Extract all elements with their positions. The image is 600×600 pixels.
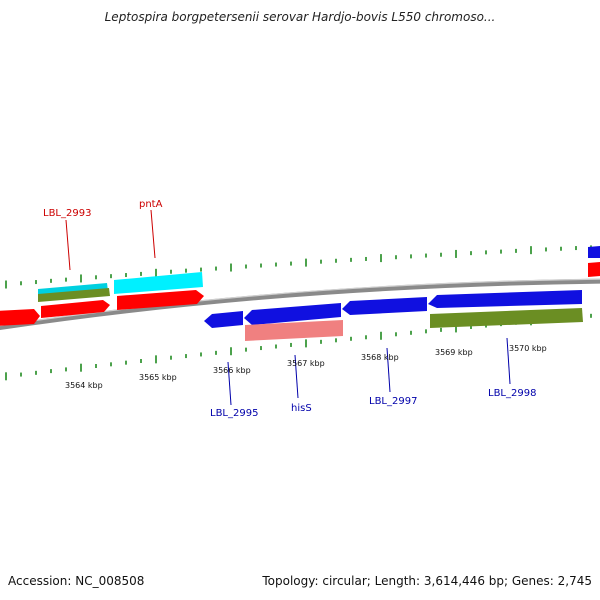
gene-label-hiss[interactable]: hisS bbox=[291, 403, 312, 414]
forward-strand-genes bbox=[0, 262, 600, 326]
feature-block[interactable] bbox=[38, 288, 110, 302]
reverse-strand-genes bbox=[204, 246, 600, 328]
gene-label-lbl-2998[interactable]: LBL_2998 bbox=[488, 388, 536, 399]
gene-label-lbl-2997[interactable]: LBL_2997 bbox=[369, 396, 417, 407]
reverse-strand-features bbox=[245, 308, 583, 341]
gene-arrow[interactable] bbox=[117, 290, 204, 310]
map-title: Leptospira borgpetersenii serovar Hardjo… bbox=[104, 10, 496, 24]
scale-label: 3569 kbp bbox=[435, 348, 473, 357]
scale-label: 3564 kbp bbox=[65, 381, 103, 390]
gene-arrow[interactable] bbox=[204, 311, 243, 328]
scale-label: 3565 kbp bbox=[139, 373, 177, 382]
map-summary-text: Topology: circular; Length: 3,614,446 bp… bbox=[262, 574, 592, 588]
forward-tick-row bbox=[5, 245, 592, 289]
gene-arrow[interactable] bbox=[588, 246, 600, 258]
feature-block[interactable] bbox=[114, 272, 203, 294]
forward-strand-features bbox=[38, 272, 203, 302]
scale-label: 3566 kbp bbox=[213, 366, 251, 375]
gene-arrow[interactable] bbox=[41, 300, 110, 318]
scale-label: 3570 kbp bbox=[509, 344, 547, 353]
reverse-gene-labels: LBL_2995 hisS LBL_2997 LBL_2998 bbox=[210, 388, 536, 419]
gene-label-lbl-2995[interactable]: LBL_2995 bbox=[210, 408, 258, 419]
chromosome-backbone bbox=[0, 278, 600, 331]
label-leaders bbox=[65, 209, 511, 406]
scale-label: 3567 kbp bbox=[287, 359, 325, 368]
gene-arrow[interactable] bbox=[0, 309, 40, 326]
feature-block[interactable] bbox=[245, 320, 343, 341]
scale-labels: 3564 kbp 3565 kbp 3566 kbp 3567 kbp 3568… bbox=[65, 344, 547, 390]
scale-label: 3568 kbp bbox=[361, 353, 399, 362]
forward-gene-labels: LBL_2993 pntA bbox=[43, 199, 163, 219]
gene-arrow[interactable] bbox=[428, 290, 582, 308]
gene-arrow[interactable] bbox=[244, 303, 341, 325]
gene-label-pnta[interactable]: pntA bbox=[139, 199, 163, 210]
gene-label-lbl-2993[interactable]: LBL_2993 bbox=[43, 208, 91, 219]
feature-block[interactable] bbox=[430, 308, 583, 328]
gene-arrow[interactable] bbox=[342, 297, 427, 315]
accession-text: Accession: NC_008508 bbox=[8, 574, 145, 588]
gene-arrow[interactable] bbox=[588, 262, 600, 277]
